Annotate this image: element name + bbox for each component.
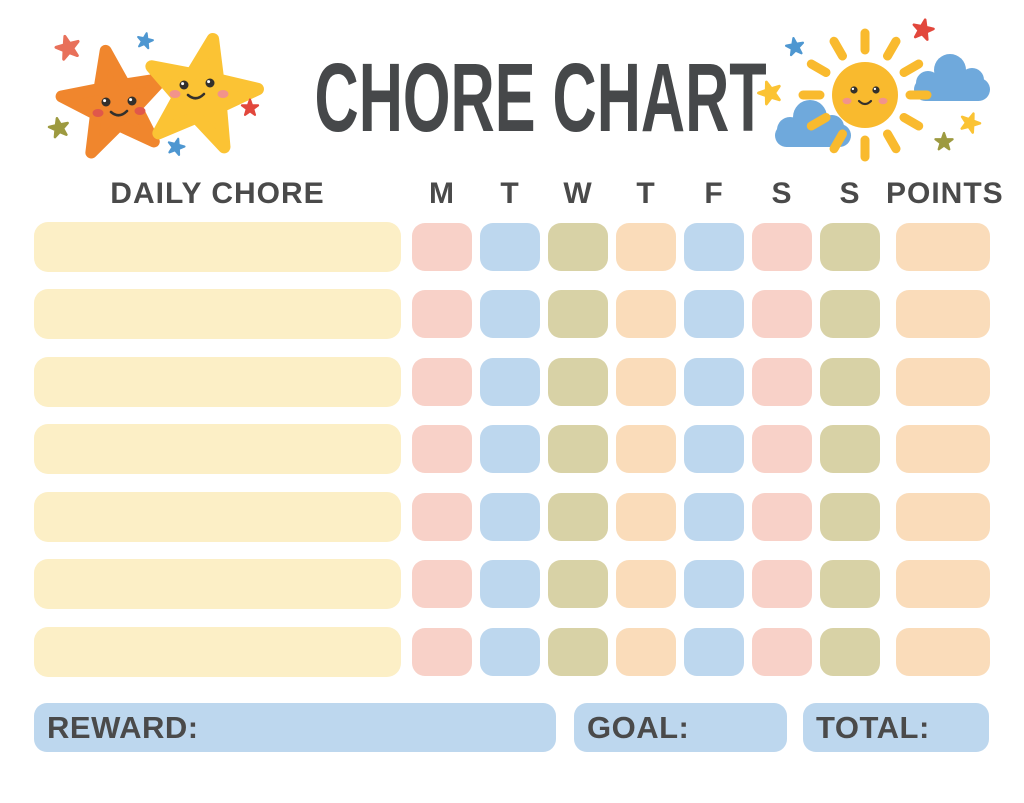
day-check-cell[interactable] xyxy=(480,290,540,338)
day-check-cell[interactable] xyxy=(480,425,540,473)
small-blue-star-icon xyxy=(136,32,154,49)
day-header: T xyxy=(500,177,520,210)
day-check-cell[interactable] xyxy=(548,493,608,541)
day-header: T xyxy=(636,177,656,210)
chore-name-cell[interactable] xyxy=(34,559,401,609)
day-check-cell[interactable] xyxy=(412,560,472,608)
day-check-cell[interactable] xyxy=(616,425,676,473)
day-check-cell[interactable] xyxy=(616,290,676,338)
points-cell[interactable] xyxy=(896,628,990,676)
day-check-cell[interactable] xyxy=(412,628,472,676)
chore-name-cell[interactable] xyxy=(34,222,401,272)
chore-name-cell[interactable] xyxy=(34,424,401,474)
total-label: TOTAL: xyxy=(816,710,930,745)
points-cell[interactable] xyxy=(896,560,990,608)
points-cell[interactable] xyxy=(896,290,990,338)
sun-icon xyxy=(798,28,932,162)
day-check-cell[interactable] xyxy=(820,358,880,406)
day-check-cell[interactable] xyxy=(412,290,472,338)
day-check-cell[interactable] xyxy=(548,358,608,406)
day-check-cell[interactable] xyxy=(752,223,812,271)
points-cell[interactable] xyxy=(896,425,990,473)
day-check-cell[interactable] xyxy=(480,560,540,608)
page-title: CHORE CHART xyxy=(314,44,767,153)
day-check-cell[interactable] xyxy=(412,425,472,473)
cloud-icon xyxy=(775,100,851,147)
day-check-cell[interactable] xyxy=(752,560,812,608)
day-check-cell[interactable] xyxy=(752,358,812,406)
day-check-cell[interactable] xyxy=(820,425,880,473)
day-check-cell[interactable] xyxy=(616,223,676,271)
small-blue-star-icon xyxy=(785,37,805,56)
day-check-cell[interactable] xyxy=(480,493,540,541)
day-header: S xyxy=(771,177,793,210)
day-check-cell[interactable] xyxy=(684,560,744,608)
day-check-cell[interactable] xyxy=(752,290,812,338)
total-box[interactable]: TOTAL: xyxy=(803,703,989,752)
orange-star-icon xyxy=(55,42,173,156)
day-check-cell[interactable] xyxy=(752,425,812,473)
stars-decoration xyxy=(8,16,272,166)
small-olive-star-icon xyxy=(935,133,952,149)
sun-decoration xyxy=(742,8,990,162)
goal-label: GOAL: xyxy=(587,710,690,745)
small-blue-star-icon xyxy=(166,137,186,156)
reward-box[interactable]: REWARD: xyxy=(34,703,556,752)
day-check-cell[interactable] xyxy=(480,358,540,406)
day-check-cell[interactable] xyxy=(616,560,676,608)
points-header: POINTS xyxy=(886,177,1004,210)
day-check-cell[interactable] xyxy=(684,628,744,676)
day-check-cell[interactable] xyxy=(684,493,744,541)
day-check-cell[interactable] xyxy=(684,223,744,271)
points-cell[interactable] xyxy=(896,493,990,541)
day-check-cell[interactable] xyxy=(616,628,676,676)
day-check-cell[interactable] xyxy=(820,493,880,541)
chore-name-cell[interactable] xyxy=(34,289,401,339)
day-header: S xyxy=(839,177,861,210)
daily-chore-header: DAILY CHORE xyxy=(110,177,325,210)
small-olive-star-icon xyxy=(48,116,70,138)
day-header: M xyxy=(429,177,455,210)
day-check-cell[interactable] xyxy=(820,560,880,608)
day-check-cell[interactable] xyxy=(548,223,608,271)
day-header: W xyxy=(563,177,593,210)
day-check-cell[interactable] xyxy=(684,290,744,338)
day-check-cell[interactable] xyxy=(820,223,880,271)
small-coral-star-icon xyxy=(54,33,82,60)
points-cell[interactable] xyxy=(896,358,990,406)
day-check-cell[interactable] xyxy=(412,358,472,406)
day-check-cell[interactable] xyxy=(412,493,472,541)
day-check-cell[interactable] xyxy=(480,223,540,271)
small-yellow-star-icon xyxy=(958,110,982,134)
small-red-star-icon xyxy=(911,18,934,41)
day-check-cell[interactable] xyxy=(684,425,744,473)
chore-name-cell[interactable] xyxy=(34,627,401,677)
day-check-cell[interactable] xyxy=(548,560,608,608)
day-header: F xyxy=(704,177,724,210)
day-check-cell[interactable] xyxy=(616,493,676,541)
day-check-cell[interactable] xyxy=(752,628,812,676)
day-check-cell[interactable] xyxy=(480,628,540,676)
day-check-cell[interactable] xyxy=(820,290,880,338)
day-check-cell[interactable] xyxy=(684,358,744,406)
day-check-cell[interactable] xyxy=(548,290,608,338)
goal-box[interactable]: GOAL: xyxy=(574,703,787,752)
day-check-cell[interactable] xyxy=(548,628,608,676)
day-check-cell[interactable] xyxy=(616,358,676,406)
points-cell[interactable] xyxy=(896,223,990,271)
yellow-star-icon xyxy=(138,28,265,151)
chore-name-cell[interactable] xyxy=(34,357,401,407)
chore-name-cell[interactable] xyxy=(34,492,401,542)
small-yellow-star-icon xyxy=(756,79,783,106)
cloud-icon xyxy=(914,54,990,101)
day-check-cell[interactable] xyxy=(412,223,472,271)
reward-label: REWARD: xyxy=(47,710,199,745)
day-check-cell[interactable] xyxy=(820,628,880,676)
day-check-cell[interactable] xyxy=(548,425,608,473)
day-check-cell[interactable] xyxy=(752,493,812,541)
